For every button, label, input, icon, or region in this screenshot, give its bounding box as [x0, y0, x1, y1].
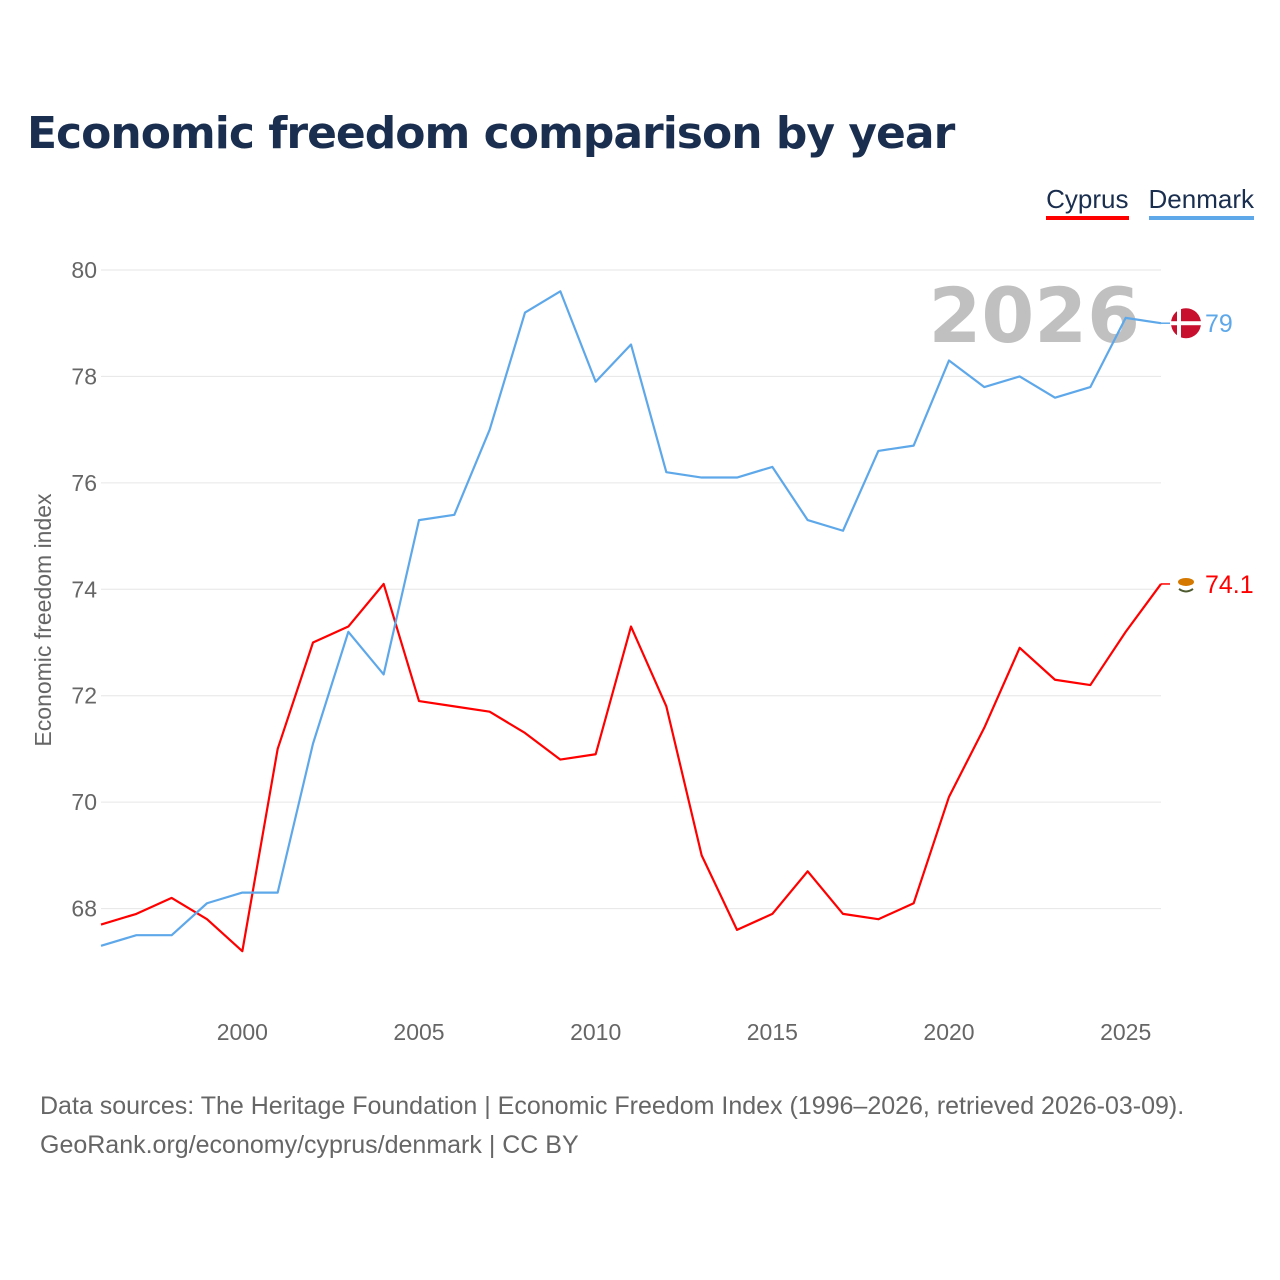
y-tick-label: 74 — [71, 576, 97, 602]
x-tick-label: 2020 — [923, 1019, 974, 1045]
legend-item-denmark[interactable]: Denmark — [1148, 184, 1254, 220]
x-tick-label: 2010 — [570, 1019, 621, 1045]
denmark-flag-cross — [1171, 321, 1201, 326]
year-watermark: 2026 — [928, 271, 1140, 360]
series-line-denmark — [100, 290, 1162, 947]
cyprus-flag-map — [1178, 577, 1194, 586]
end-value-label-cyprus: 74.1 — [1205, 571, 1254, 599]
x-tick-label: 2005 — [393, 1019, 444, 1045]
legend-item-cyprus[interactable]: Cyprus — [1046, 184, 1129, 220]
y-tick-label: 78 — [71, 363, 97, 389]
x-tick-label: 2015 — [747, 1019, 798, 1045]
x-tick-label: 2025 — [1100, 1019, 1151, 1045]
y-tick-label: 68 — [71, 896, 97, 922]
source-line-2: GeoRank.org/economy/cyprus/denmark | CC … — [40, 1131, 579, 1159]
end-value-label-denmark: 79 — [1205, 310, 1233, 338]
source-line-1: Data sources: The Heritage Foundation | … — [40, 1092, 1185, 1120]
y-tick-label: 70 — [71, 789, 97, 815]
y-tick-label: 72 — [71, 683, 97, 709]
y-axis-label: Economic freedom index — [30, 493, 56, 747]
x-tick-label: 2000 — [217, 1019, 268, 1045]
y-tick-label: 80 — [71, 257, 97, 283]
y-tick-label: 76 — [71, 470, 97, 496]
cyprus-flag-branches — [1178, 588, 1194, 593]
legend: Cyprus Denmark — [1046, 184, 1254, 220]
source-note: Data sources: The Heritage Foundation | … — [40, 1087, 1184, 1165]
chart-title: Economic freedom comparison by year — [27, 108, 955, 159]
series-line-cyprus — [100, 582, 1162, 953]
